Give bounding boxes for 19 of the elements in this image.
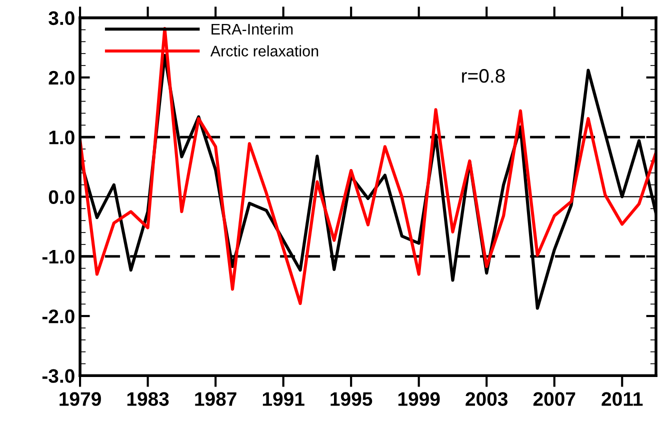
y-tick-label: 0.0 xyxy=(48,190,74,204)
x-tick-label: 2007 xyxy=(533,392,576,406)
annotation: r=0.8 xyxy=(462,69,505,83)
x-tick-label: 1979 xyxy=(60,392,101,406)
y-tick-label: -3.0 xyxy=(42,369,74,383)
x-tick-label: 1987 xyxy=(195,392,236,406)
y-tick-label: 3.0 xyxy=(48,11,74,26)
y-tick-label: 1.0 xyxy=(49,130,74,144)
x-tick-label: 2003 xyxy=(466,392,508,406)
x-tick-label: 1983 xyxy=(127,392,169,406)
legend-label: ERA-Interim xyxy=(212,23,293,35)
x-tick-label: 1991 xyxy=(262,392,304,406)
text: Arctic relaxation xyxy=(210,45,318,56)
y-tick-label: -2.0 xyxy=(42,309,74,324)
x-tick-label: 1999 xyxy=(398,392,440,406)
y-tick-label: -1.0 xyxy=(42,250,74,264)
x-tick-label: 2011 xyxy=(602,392,643,406)
y-tick-label: 2.0 xyxy=(48,70,74,85)
x-tick-label: 1995 xyxy=(330,392,372,406)
